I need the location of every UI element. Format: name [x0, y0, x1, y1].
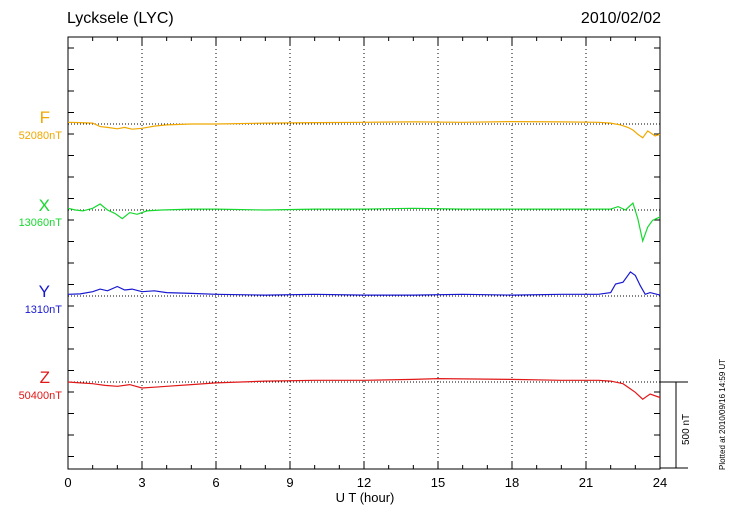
baseline-Z: 50400nT — [18, 390, 62, 402]
label-X: X — [38, 196, 50, 215]
x-tick-label-6: 6 — [212, 475, 219, 490]
scale-bar-label: 500 nT — [681, 413, 692, 445]
x-axis-label: U T (hour) — [335, 490, 395, 505]
station-title: Lycksele (LYC) — [67, 10, 174, 27]
label-F: F — [39, 108, 50, 127]
label-Z: Z — [39, 368, 50, 387]
baseline-Y: 1310nT — [24, 304, 62, 316]
x-tick-label-15: 15 — [431, 475, 445, 490]
x-tick-label-21: 21 — [579, 475, 593, 490]
series-line-Z — [67, 377, 661, 400]
plotted-note: Plotted at 2010/09/16 14:59 UT — [718, 358, 727, 470]
label-Y: Y — [38, 282, 50, 301]
x-tick-label-3: 3 — [138, 475, 145, 490]
x-tick-label-0: 0 — [64, 475, 71, 490]
x-tick-label-24: 24 — [653, 475, 667, 490]
series-line-X — [67, 202, 661, 244]
series-line-Y — [67, 271, 661, 296]
x-tick-label-12: 12 — [357, 475, 371, 490]
baseline-X: 13060nT — [18, 217, 62, 229]
x-tick-label-18: 18 — [505, 475, 519, 490]
x-tick-label-9: 9 — [286, 475, 293, 490]
date-title: 2010/02/02 — [580, 10, 661, 27]
series-line-F — [67, 120, 661, 139]
baseline-F: 52080nT — [18, 130, 62, 142]
